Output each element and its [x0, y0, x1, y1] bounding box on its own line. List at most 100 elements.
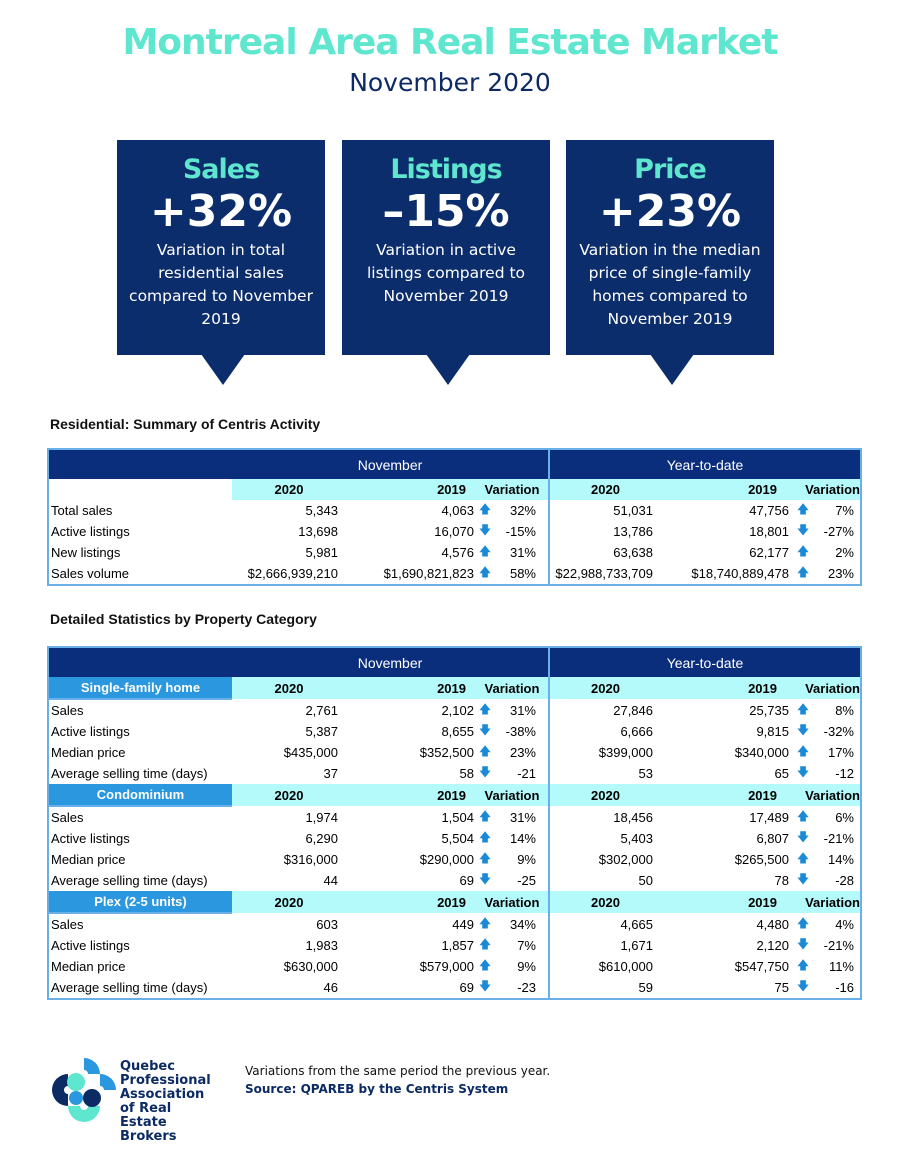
nov-variation: -23 [517, 980, 536, 995]
col-2019: 2019 [661, 784, 791, 806]
col-2019: 2019 [661, 479, 791, 500]
nov-2020-value: 1,983 [305, 938, 338, 953]
header-blank [48, 647, 232, 677]
ytd-2019-value: 75 [774, 980, 789, 995]
ytd-2019-value: 78 [774, 873, 789, 888]
arrow-down-icon: 🡇 [796, 830, 810, 844]
table-row: Active listings 6,290 5,504 🡅 14% 5,403 6,807 🡇… [48, 828, 861, 849]
nov-2019-value: 8,655 [441, 724, 474, 739]
table-row: Active listings 5,387 8,655 🡇 -38% 6,666 9,815… [48, 721, 861, 742]
detailed-table: November Year-to-date Single-family home 20… [47, 646, 862, 1000]
ytd-variation: -12 [835, 766, 854, 781]
nov-variation: 34% [509, 916, 536, 932]
nov-2020-value: 5,387 [305, 724, 338, 739]
nov-variation: -38% [505, 724, 536, 739]
nov-2020-value: 603 [316, 916, 338, 932]
ytd-variation: -21% [823, 831, 854, 846]
row-label: Active listings [51, 831, 130, 846]
callout-value: +23% [598, 186, 742, 237]
callout-price: Price +23% Variation in the median price… [566, 140, 774, 385]
table-row: Total sales 5,343 4,063 🡅 32% 51,031 47,756 🡅 7% [48, 500, 861, 521]
row-label: Sales volume [51, 566, 130, 581]
col-2020: 2020 [232, 784, 346, 806]
col-variation: Variation [791, 677, 861, 699]
ytd-2019-value: 65 [774, 766, 789, 781]
table-row: Active listings 13,698 16,070 🡇 -15% 13,786 18… [48, 521, 861, 542]
col-variation: Variation [791, 891, 861, 913]
table-row: Average selling time (days) 37 58 🡇 -21 53 65 🡇… [48, 763, 861, 784]
callout-value: +32% [149, 186, 293, 237]
col-2019: 2019 [661, 677, 791, 699]
ytd-2020-value: 53 [548, 763, 661, 784]
category-label: Single-family home [48, 677, 232, 700]
ytd-2019-value: 6,807 [756, 831, 789, 846]
arrow-up-icon: 🡅 [478, 544, 492, 558]
column-header-row: Single-family home 2020 2019 Variation 2020 2… [48, 677, 861, 700]
qpareb-logo [52, 1058, 116, 1122]
table-row: Average selling time (days) 44 69 🡇 -25 50 78 🡇… [48, 870, 861, 891]
nov-2019-value: 69 [459, 980, 474, 995]
col-variation: Variation [791, 784, 861, 806]
nov-2019-value: 2,102 [441, 702, 474, 718]
callout-sales: Sales +32% Variation in total residentia… [117, 140, 325, 385]
arrow-down-icon: 🡇 [478, 523, 492, 537]
arrow-up-icon: 🡅 [796, 701, 810, 716]
category-label: Condominium [48, 784, 232, 807]
nov-2019-value: 16,070 [434, 524, 474, 539]
nov-2020-value: 2,761 [305, 702, 338, 718]
ytd-2019-value: 9,815 [756, 724, 789, 739]
table-row: Active listings 1,983 1,857 🡅 7% 1,671 2,120 🡇 -… [48, 935, 861, 956]
callout-heading: Listings [390, 154, 502, 185]
ytd-variation: -27% [823, 524, 854, 539]
ytd-2019-value: 47,756 [749, 503, 789, 518]
ytd-2019-value: $340,000 [734, 745, 789, 760]
callout-listings: Listings –15% Variation in active listin… [342, 140, 550, 385]
row-label: Average selling time (days) [51, 766, 208, 781]
ytd-2019-value: 25,735 [749, 702, 789, 718]
ytd-2019-value: $265,500 [734, 852, 789, 867]
header-blank [48, 479, 232, 500]
table-row: Sales 603 449 🡅 34% 4,665 4,480 🡅 4% [48, 913, 861, 935]
arrow-up-icon: 🡅 [796, 958, 810, 972]
ytd-2019-value: 4,480 [756, 916, 789, 932]
arrow-up-icon: 🡅 [796, 808, 810, 823]
row-label: Sales [51, 703, 84, 718]
col-2019: 2019 [346, 677, 476, 699]
detailed-title: Detailed Statistics by Property Category [50, 611, 317, 627]
nov-variation: -15% [505, 524, 536, 539]
nov-2019-value: 4,576 [441, 545, 474, 560]
nov-variation: 58% [509, 566, 536, 581]
ytd-2019-value: 18,801 [749, 524, 789, 539]
row-label: Median price [51, 745, 126, 760]
callout-description: Variation in the median price of single-… [579, 241, 761, 328]
table-row: Sales 2,761 2,102 🡅 31% 27,846 25,735 🡅 8% [48, 699, 861, 721]
arrow-up-icon: 🡅 [796, 502, 810, 516]
ytd-variation: -16 [835, 980, 854, 995]
col-2020: 2020 [548, 784, 661, 806]
ytd-2020-value: $610,000 [548, 956, 661, 977]
ytd-2020-value: 1,671 [548, 935, 661, 956]
ytd-2019-value: 62,177 [749, 545, 789, 560]
ytd-variation: -32% [823, 724, 854, 739]
nov-variation: 14% [509, 831, 536, 846]
nov-2020-value: 37 [323, 766, 338, 781]
nov-2019-value: 5,504 [441, 831, 474, 846]
col-2020: 2020 [232, 479, 346, 500]
ytd-variation: 14% [827, 852, 854, 867]
ytd-2020-value: 63,638 [548, 542, 661, 563]
nov-2019-value: 69 [459, 873, 474, 888]
row-label: Active listings [51, 524, 130, 539]
row-label: Average selling time (days) [51, 873, 208, 888]
ytd-variation: 11% [828, 959, 854, 974]
col-2019: 2019 [661, 891, 791, 913]
nov-variation: 9% [517, 852, 536, 867]
column-header-row: Plex (2-5 units) 2020 2019 Variation 2020 201… [48, 891, 861, 914]
col-2020: 2020 [548, 479, 661, 500]
col-2019: 2019 [346, 784, 476, 806]
nov-2019-value: 1,504 [441, 809, 474, 825]
row-label: Active listings [51, 938, 130, 953]
category-label: Plex (2-5 units) [48, 891, 232, 914]
ytd-2020-value: 59 [548, 977, 661, 999]
group-header-ytd: Year-to-date [548, 647, 861, 677]
